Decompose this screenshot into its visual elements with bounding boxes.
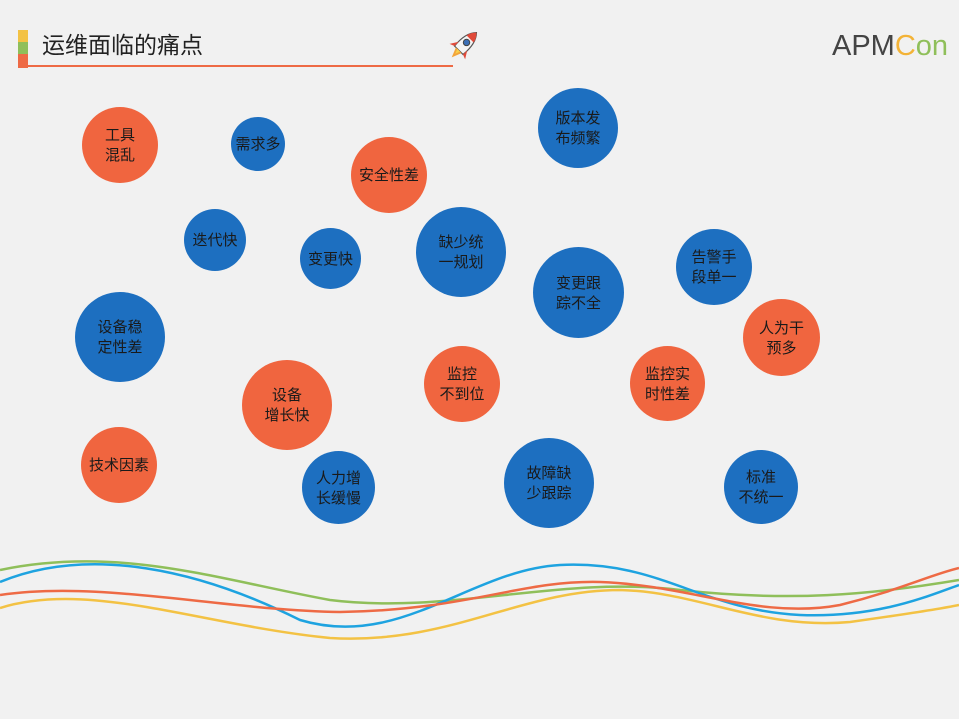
bubble-alert-single: 告警手 段单一 bbox=[676, 229, 752, 305]
bubble-monitor-realtime: 监控实 时性差 bbox=[630, 346, 705, 421]
bubble-label: 人为干 预多 bbox=[758, 318, 804, 357]
bubble-label: 监控 不到位 bbox=[439, 365, 485, 403]
accent-bar-yellow bbox=[18, 30, 28, 42]
bubble-human-intervention: 人为干 预多 bbox=[743, 299, 820, 376]
bubble-label: 变更跟 踪不全 bbox=[555, 273, 601, 312]
accent-bar-green bbox=[18, 42, 28, 54]
title-underline bbox=[28, 65, 453, 67]
bubble-label: 技术因素 bbox=[88, 456, 149, 474]
bubble-monitor-incomplete: 监控 不到位 bbox=[424, 346, 500, 422]
bubble-slow-staffing: 人力增 长缓慢 bbox=[302, 451, 375, 524]
bubble-label: 标准 不统一 bbox=[738, 468, 784, 506]
bubble-label: 监控实 时性差 bbox=[644, 364, 690, 403]
bubble-label: 故障缺 少跟踪 bbox=[526, 464, 572, 502]
bubble-fast-iteration: 迭代快 bbox=[184, 209, 246, 271]
bubble-fault-tracking: 故障缺 少跟踪 bbox=[504, 438, 594, 528]
bubble-label: 迭代快 bbox=[192, 231, 238, 249]
page-title: 运维面临的痛点 bbox=[42, 33, 203, 59]
bubble-label: 告警手 段单一 bbox=[691, 248, 737, 286]
decorative-waves bbox=[0, 560, 959, 640]
wave-blue bbox=[0, 563, 959, 628]
bubble-fast-change: 变更快 bbox=[300, 228, 361, 289]
bubble-tools-chaos: 工具 混乱 bbox=[82, 107, 158, 183]
logo-on: on bbox=[915, 30, 949, 62]
bubble-label: 工具 混乱 bbox=[104, 126, 135, 164]
bubble-security-poor: 安全性差 bbox=[351, 137, 427, 213]
bubble-label: 安全性差 bbox=[358, 166, 419, 184]
accent-bar-orange bbox=[18, 54, 28, 68]
bubble-change-tracking: 变更跟 踪不全 bbox=[533, 247, 624, 338]
bubble-device-growth: 设备 增长快 bbox=[242, 360, 332, 450]
logo-c: C bbox=[894, 30, 916, 62]
bubble-many-demands: 需求多 bbox=[231, 117, 285, 171]
bubble-label: 变更快 bbox=[307, 249, 353, 268]
logo-apm: APM bbox=[832, 30, 895, 62]
bubble-lack-planning: 缺少统 一规划 bbox=[416, 207, 506, 297]
bubble-label: 版本发 布频繁 bbox=[555, 109, 601, 147]
bubble-frequent-release: 版本发 布频繁 bbox=[538, 88, 618, 168]
bubble-non-standard: 标准 不统一 bbox=[724, 450, 798, 524]
bubble-label: 需求多 bbox=[235, 135, 281, 153]
bubble-label: 设备稳 定性差 bbox=[97, 318, 143, 356]
wave-yellow bbox=[0, 588, 959, 640]
rocket-icon bbox=[449, 31, 478, 60]
bubble-tech-factors: 技术因素 bbox=[81, 427, 157, 503]
bubble-label: 缺少统 一规划 bbox=[438, 233, 484, 271]
bubble-label: 人力增 长缓慢 bbox=[315, 468, 361, 507]
wave-orange bbox=[0, 566, 959, 614]
bubble-label: 设备 增长快 bbox=[264, 386, 310, 424]
apmcon-logo: APMCon bbox=[832, 30, 948, 63]
bubble-device-stability: 设备稳 定性差 bbox=[75, 292, 165, 382]
